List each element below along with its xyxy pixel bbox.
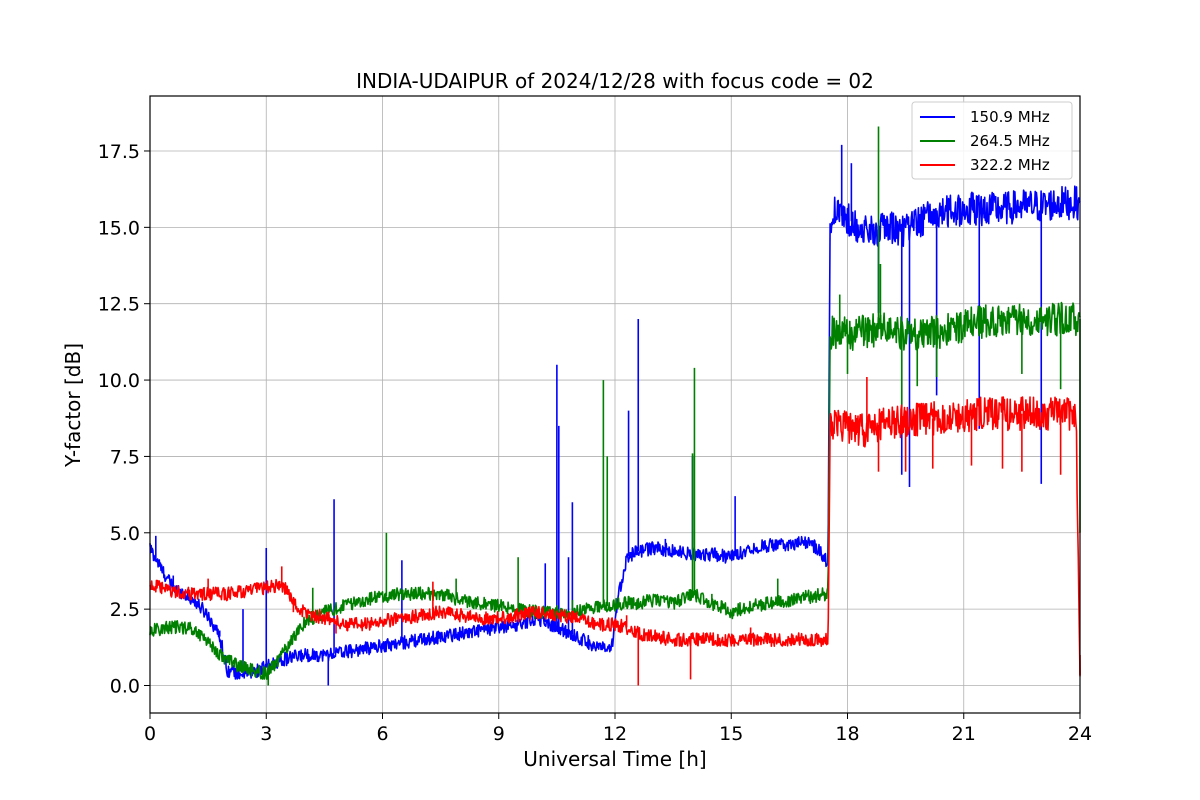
y-tick-label: 12.5 (98, 294, 140, 316)
y-tick-label: 10.0 (98, 370, 140, 392)
x-tick-label: 24 (1068, 723, 1092, 745)
x-tick-label: 12 (603, 723, 627, 745)
y-tick-label: 17.5 (98, 141, 140, 163)
x-tick-label: 15 (719, 723, 743, 745)
legend-label-322-2-mhz: 322.2 MHz (970, 156, 1050, 174)
y-tick-label: 7.5 (110, 446, 140, 468)
legend-label-264-5-mhz: 264.5 MHz (970, 132, 1050, 150)
x-tick-label: 21 (952, 723, 976, 745)
legend-box (911, 101, 1073, 180)
y-tick-label: 2.5 (110, 599, 140, 621)
y-axis-label: Y-factor [dB] (61, 343, 85, 468)
x-tick-label: 6 (376, 723, 388, 745)
y-tick-label: 15.0 (98, 217, 140, 239)
series-line-264-5-mhz (149, 301, 1081, 680)
y-tick-label: 5.0 (110, 523, 140, 545)
x-tick-label: 0 (144, 723, 156, 745)
series-layer (149, 126, 1081, 686)
legend-label-150-9-mhz: 150.9 MHz (970, 108, 1050, 126)
legend: 150.9 MHz 264.5 MHz 322.2 MHz (911, 101, 1073, 180)
x-axis-ticks: 0 3 6 9 12 15 18 21 24 (144, 713, 1092, 745)
series-line-322-2-mhz (149, 396, 1081, 675)
x-tick-label: 18 (835, 723, 859, 745)
x-tick-label: 9 (493, 723, 505, 745)
x-tick-label: 3 (260, 723, 272, 745)
x-axis-label: Universal Time [h] (523, 747, 706, 771)
y-axis-ticks: 0.0 2.5 5.0 7.5 10.0 12.5 15.0 17.5 (98, 141, 150, 698)
chart-title: INDIA-UDAIPUR of 2024/12/28 with focus c… (356, 69, 874, 93)
y-tick-label: 0.0 (110, 676, 140, 698)
